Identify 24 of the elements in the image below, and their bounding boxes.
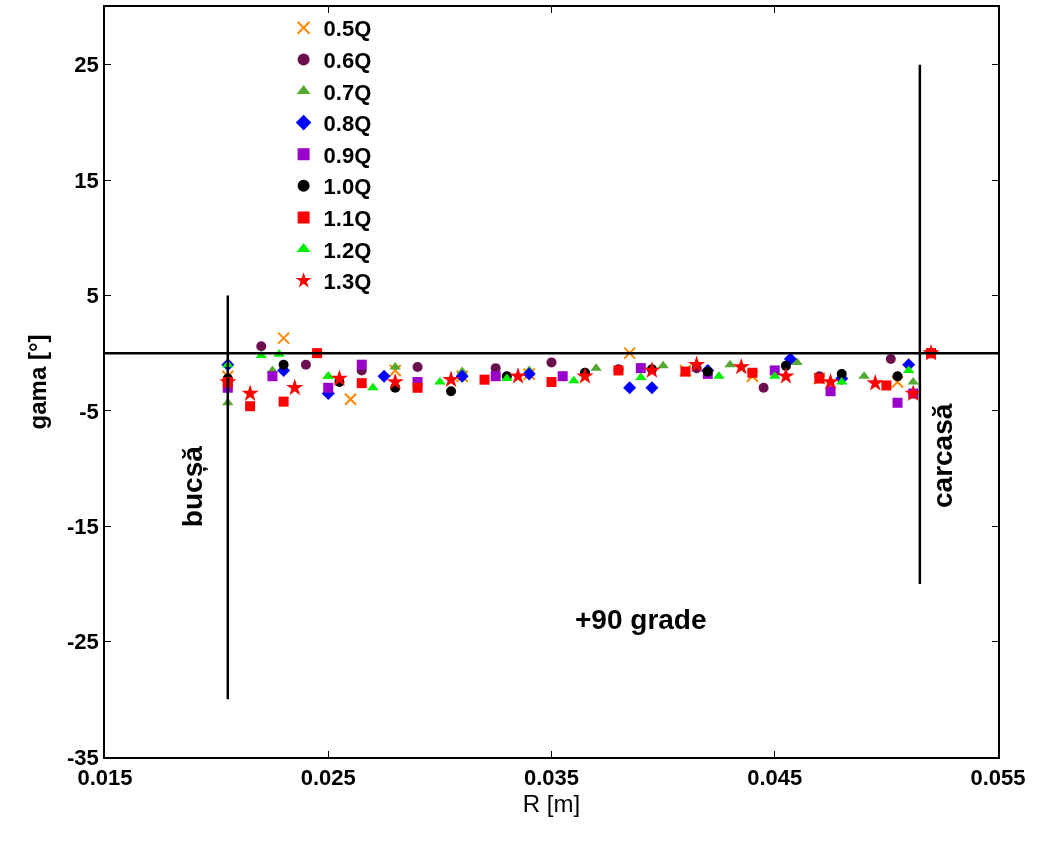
annotation: carcasă [926,403,958,508]
x-tick-label: 0.025 [300,765,356,791]
y-tick-label: 15 [74,167,99,193]
legend-label: 0.7Q [323,79,372,105]
legend-label: 0.6Q [323,47,372,73]
legend-label: 1.2Q [323,237,372,263]
legend-label: 1.0Q [323,174,372,200]
legend-label: 1.1Q [323,205,372,231]
y-tick-label: 5 [86,283,99,309]
y-tick-label: -15 [67,513,99,539]
x-tick-label: 0.055 [970,765,1026,791]
annotation: +90 grade [575,604,707,635]
x-tick-label: 0.035 [523,765,580,791]
legend-label: 1.3Q [323,269,372,295]
x-tick-label: 0.045 [747,765,803,791]
legend-label: 0.9Q [323,142,372,168]
legend-label: 0.8Q [323,111,372,137]
legend-label: 0.5Q [323,16,372,42]
annotation: bucșă [177,445,209,528]
x-axis-title: R [m] [522,790,581,818]
y-tick-label: 25 [74,52,99,78]
y-tick-label: -25 [67,629,99,655]
y-axis-title: gama [°] [23,334,51,430]
y-tick-label: -5 [79,398,99,424]
